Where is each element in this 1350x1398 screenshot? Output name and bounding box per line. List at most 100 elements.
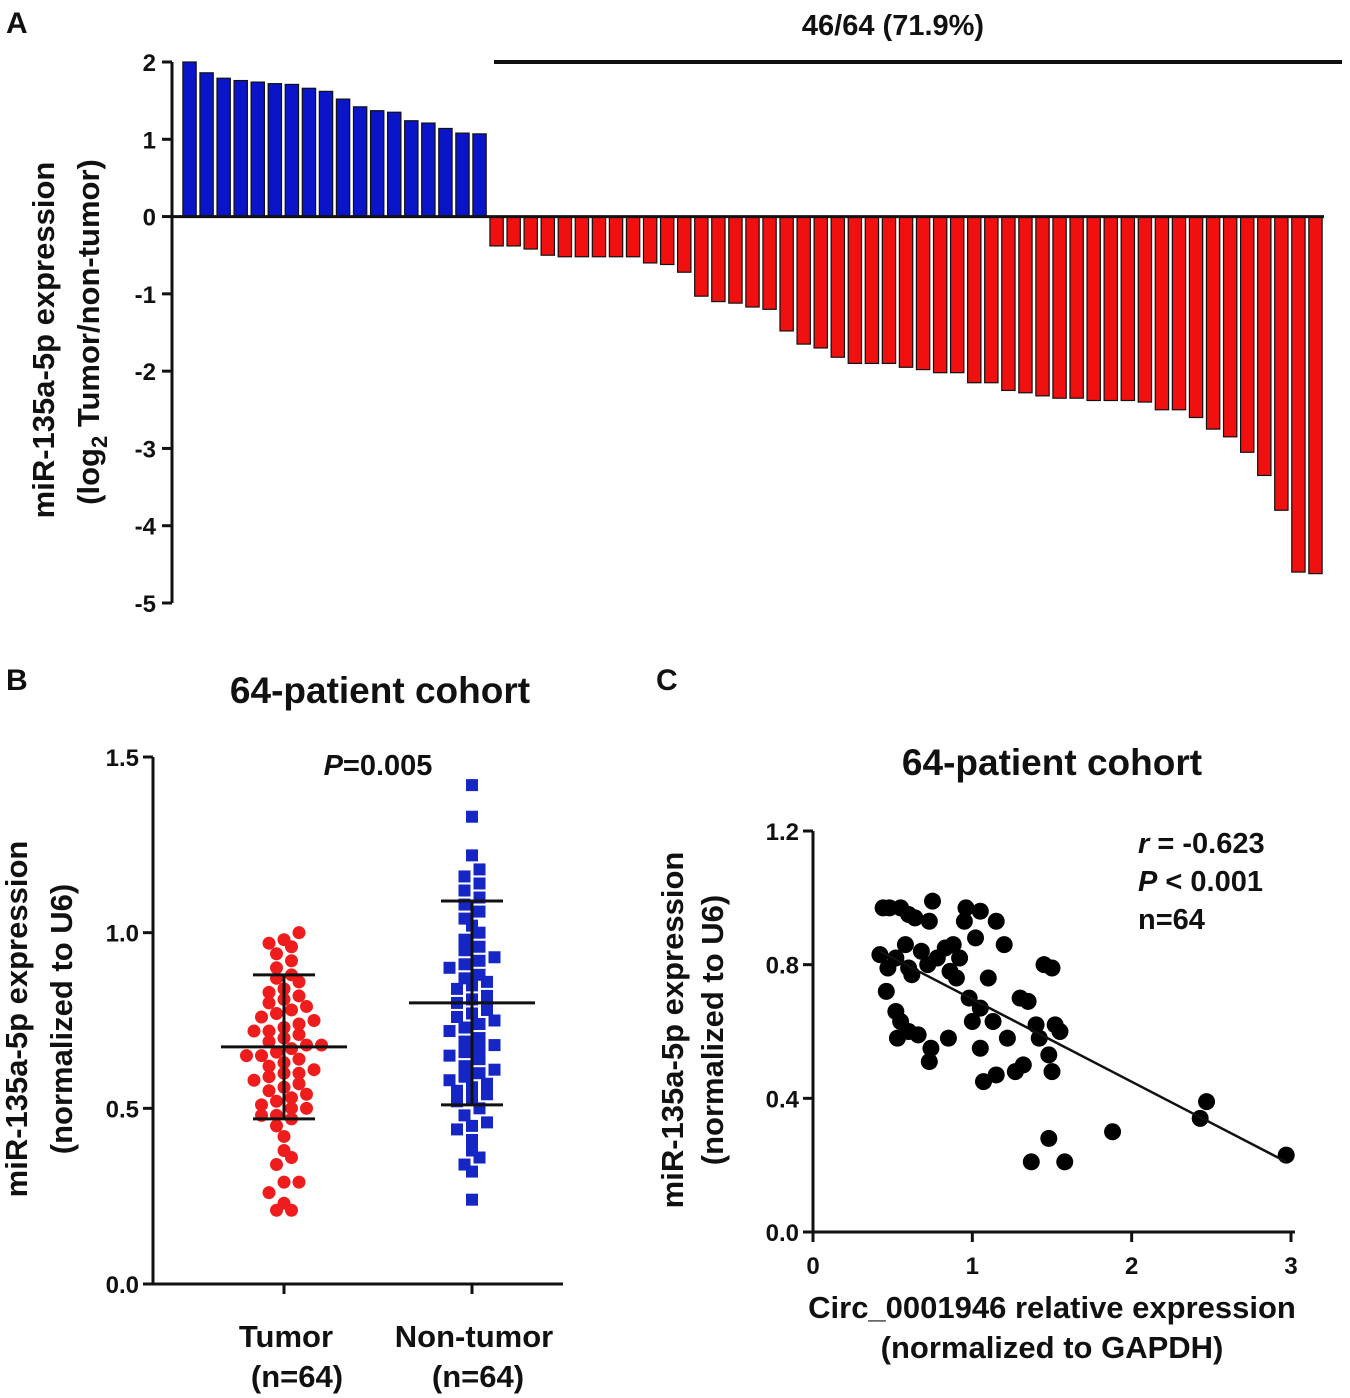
panel-a-y-tick-label: 2 bbox=[143, 50, 156, 77]
panel-a-bar bbox=[830, 215, 846, 358]
panel-b-point-tumor bbox=[277, 1175, 291, 1189]
panel-b-point-nontumor bbox=[466, 1133, 478, 1146]
panel-a-y-tick-label: -1 bbox=[135, 282, 156, 309]
panel-b-p-rest: =0.005 bbox=[343, 750, 433, 782]
panel-b-point-tumor bbox=[262, 1035, 276, 1049]
panel-c-correlation-plot: 64-patient cohort 0.0 0.4 0.8 1.2 0 1 2 3 r = … bbox=[655, 742, 1298, 1365]
panel-a-bar bbox=[1188, 215, 1204, 419]
panel-b-point-tumor bbox=[285, 1101, 298, 1115]
panel-a-bar bbox=[199, 72, 214, 218]
panel-b-point-nontumor bbox=[458, 1109, 471, 1122]
panel-c-stat-n: n=64 bbox=[1138, 904, 1205, 936]
panel-a-bar bbox=[318, 90, 334, 218]
panel-c-point bbox=[984, 1012, 1002, 1030]
panel-label-b: B bbox=[6, 664, 28, 697]
panel-a-y-tick-label: -2 bbox=[135, 359, 156, 386]
panel-b-point-tumor bbox=[292, 1175, 306, 1189]
panel-b-point-nontumor bbox=[466, 1165, 478, 1178]
panel-c-title: 64-patient cohort bbox=[902, 742, 1202, 783]
panel-b-point-tumor bbox=[300, 1038, 313, 1052]
panel-a-bar bbox=[335, 98, 351, 218]
panel-c-point bbox=[971, 999, 989, 1017]
panel-a-bar bbox=[932, 215, 948, 374]
panel-c-point bbox=[951, 949, 969, 967]
panel-b-point-tumor bbox=[262, 1186, 276, 1200]
panel-a-bar bbox=[642, 215, 658, 264]
panel-a-y-label-line2: (log2 Tumor/non-tumor) bbox=[71, 159, 112, 505]
panel-c-point bbox=[1198, 1093, 1216, 1111]
panel-a-bar bbox=[1001, 215, 1016, 392]
panel-a-bar bbox=[813, 215, 829, 349]
panel-a-bar bbox=[1205, 215, 1221, 430]
panel-b-point-nontumor bbox=[473, 877, 486, 890]
panel-b-point-nontumor bbox=[458, 1046, 471, 1059]
panel-a-annotation: 46/64 (71.9%) bbox=[802, 10, 984, 42]
panel-a-y-tick-label: 1 bbox=[143, 127, 156, 154]
panel-c-point bbox=[995, 936, 1013, 954]
panel-c-point bbox=[941, 962, 959, 980]
panel-b-point-tumor bbox=[285, 1203, 298, 1217]
panel-b-point-nontumor bbox=[466, 1119, 478, 1132]
panel-a-bar bbox=[557, 215, 573, 258]
panel-a-bar bbox=[1120, 215, 1136, 402]
panel-b-point-tumor bbox=[270, 1045, 283, 1059]
panel-b-error-bars bbox=[221, 899, 535, 1121]
panel-a-bar bbox=[881, 215, 897, 365]
panel-b-point-tumor bbox=[307, 1063, 321, 1077]
panel-b-point-tumor bbox=[292, 975, 306, 989]
panel-b-point-nontumor bbox=[451, 1084, 463, 1097]
panel-c-point bbox=[906, 909, 924, 927]
panel-a-bar bbox=[421, 122, 436, 218]
panel-b-x-ticks bbox=[282, 1284, 474, 1294]
panel-a-bar bbox=[1018, 215, 1033, 394]
panel-a-y-label-pre: (log bbox=[71, 448, 106, 505]
panel-a-bar bbox=[386, 111, 402, 218]
panel-c-point bbox=[877, 982, 895, 1000]
panel-c-p-symbol: P bbox=[1138, 866, 1158, 898]
panel-c-y-ticks: 0.0 0.4 0.8 1.2 bbox=[766, 819, 813, 1247]
panel-c-point bbox=[974, 1073, 992, 1091]
panel-b-point-tumor bbox=[300, 1101, 313, 1115]
panel-c-y-label-line2: (normalized to U6) bbox=[695, 895, 730, 1165]
panel-b-point-nontumor bbox=[473, 940, 486, 953]
panel-a-bar bbox=[182, 61, 197, 218]
panel-c-point bbox=[909, 1026, 927, 1044]
panel-b-group1-n: (n=64) bbox=[251, 1359, 343, 1394]
panel-c-x-label-line2: (normalized to GAPDH) bbox=[881, 1330, 1224, 1365]
panel-b-point-tumor bbox=[255, 1010, 268, 1024]
panel-c-point bbox=[971, 1039, 989, 1057]
panel-a-bar bbox=[438, 127, 453, 218]
panel-a-bar bbox=[949, 215, 965, 374]
panel-c-point bbox=[924, 892, 941, 910]
panel-a-bar bbox=[233, 79, 248, 218]
panel-c-point bbox=[1104, 1123, 1122, 1141]
panel-a-y-tick-label: -3 bbox=[135, 436, 156, 463]
panel-a-bar bbox=[1171, 215, 1187, 411]
panel-c-point bbox=[1014, 1056, 1032, 1074]
panel-a-bar bbox=[779, 215, 794, 332]
panel-b-point-nontumor bbox=[451, 982, 463, 995]
panel-b-point-nontumor bbox=[488, 1039, 501, 1052]
panel-b-point-nontumor bbox=[443, 961, 456, 974]
panel-b-p-value: P=0.005 bbox=[324, 750, 433, 782]
panel-b-point-tumor bbox=[270, 947, 283, 961]
panel-b-point-nontumor bbox=[473, 954, 486, 967]
panel-c-y-label-line1: miR-135a-5p expression bbox=[655, 852, 690, 1209]
panel-b-point-tumor bbox=[262, 1059, 276, 1073]
panel-a-bar bbox=[1291, 215, 1306, 573]
panel-a-bar bbox=[1239, 215, 1255, 453]
panel-c-point bbox=[939, 1029, 957, 1047]
panel-c-x-label-line1: Circ_0001946 relative expression bbox=[808, 1290, 1296, 1325]
panel-a-bar bbox=[864, 215, 880, 365]
panel-b-point-tumor bbox=[292, 1052, 306, 1066]
panel-a-waterfall-chart: 2 1 0 -1 -2 -3 -4 -5 46/64 (71.9%) miR-135a-5p … bbox=[26, 10, 1342, 618]
panel-a-bar bbox=[796, 215, 811, 345]
panel-b-dot-plot: 64-patient cohort P=0.005 0.0 0.5 1.0 1.5 m… bbox=[0, 670, 563, 1394]
panel-b-point-nontumor bbox=[458, 1021, 471, 1034]
panel-a-y-label-sub: 2 bbox=[87, 436, 112, 448]
panel-a-bar bbox=[677, 215, 692, 273]
panel-b-point-nontumor bbox=[451, 1123, 463, 1136]
panel-b-point-tumor bbox=[270, 1158, 283, 1172]
panel-b-point-nontumor bbox=[466, 810, 478, 823]
